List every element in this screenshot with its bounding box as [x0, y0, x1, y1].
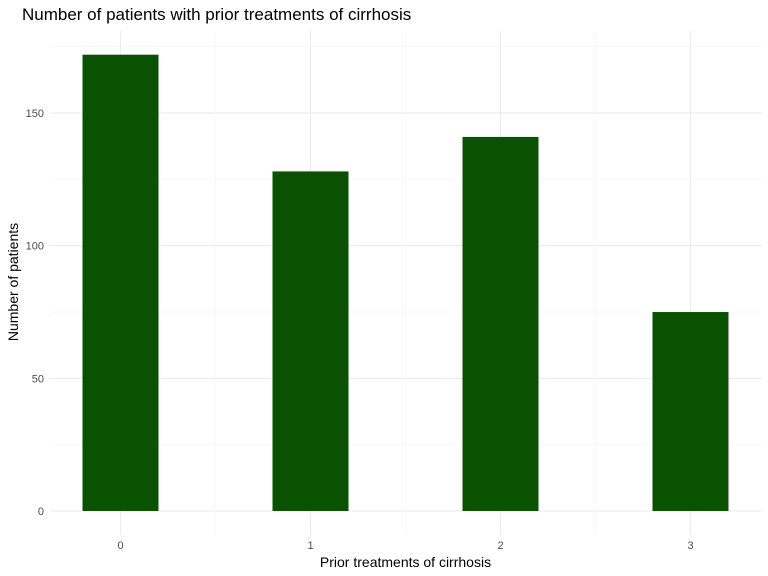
- x-axis-title: Prior treatments of cirrhosis: [320, 554, 491, 570]
- x-tick-label: 2: [497, 540, 503, 552]
- bars-layer: [82, 54, 729, 512]
- x-tick-labels: 0 1 2 3: [117, 540, 693, 552]
- y-tick-label: 0: [38, 506, 44, 518]
- x-tick-label: 1: [307, 540, 313, 552]
- y-axis-title: Number of patients: [5, 223, 21, 341]
- bar-2: [462, 136, 539, 511]
- x-tick-label: 0: [117, 540, 123, 552]
- y-tick-label: 100: [26, 241, 44, 253]
- chart-title: Number of patients with prior treatments…: [22, 5, 411, 24]
- bar-3: [652, 312, 729, 511]
- y-tick-label: 50: [32, 373, 44, 385]
- x-tick-label: 3: [687, 540, 693, 552]
- y-tick-labels: 0 50 100 150: [26, 108, 44, 518]
- bar-0: [82, 54, 159, 512]
- y-tick-label: 150: [26, 108, 44, 120]
- bar-1: [272, 171, 349, 511]
